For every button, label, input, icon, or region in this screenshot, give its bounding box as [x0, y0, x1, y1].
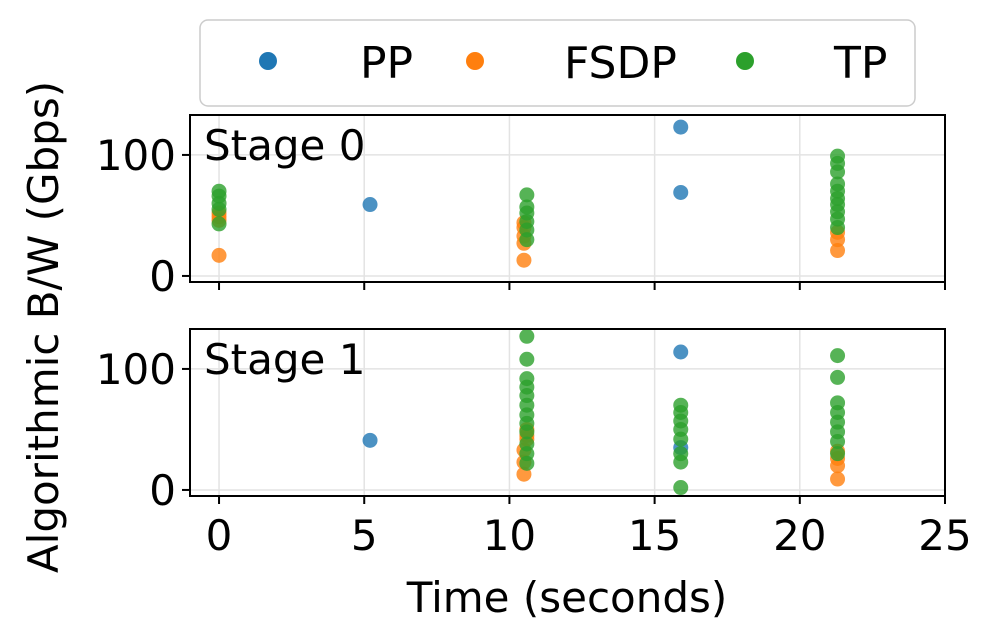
- data-point-pp: [673, 184, 689, 200]
- axes-frame-stage-1: [189, 328, 946, 497]
- data-point-tp: [673, 446, 689, 462]
- legend-marker-fsdp: [466, 52, 484, 70]
- x-tick-label: 0: [206, 511, 233, 560]
- points-stage-1: [362, 328, 846, 496]
- x-tick-label: 20: [773, 511, 826, 560]
- data-point-pp: [362, 197, 378, 213]
- legend-marker-tp: [736, 52, 754, 70]
- data-point-fsdp: [516, 252, 532, 268]
- y-axis-label: Algorithmic B/W (Gbps): [19, 81, 68, 573]
- points-stage-0: [211, 119, 846, 268]
- data-point-fsdp: [830, 243, 846, 259]
- y-tick-label: 0: [149, 466, 176, 515]
- y-tick-label: 100: [96, 131, 176, 180]
- data-point-tp: [673, 397, 689, 413]
- x-tick-label: 15: [628, 511, 681, 560]
- data-point-tp: [211, 183, 227, 199]
- panel-stage-0: Stage 0 0 100: [96, 114, 946, 301]
- x-axis-label: Time (seconds): [406, 573, 728, 622]
- ticks-stage-0: 0 100: [96, 131, 946, 301]
- data-point-tp: [519, 351, 535, 367]
- data-point-tp: [830, 369, 846, 385]
- legend-frame: [199, 19, 916, 107]
- data-point-tp: [519, 199, 535, 215]
- data-point-tp: [830, 434, 846, 450]
- x-tick-label: 10: [483, 511, 536, 560]
- data-point-tp: [830, 148, 846, 164]
- ticks-stage-1: 0 5 10 15 20 25 0 100: [96, 345, 972, 560]
- data-point-pp: [362, 432, 378, 448]
- data-point-tp: [830, 446, 846, 462]
- data-point-tp: [830, 176, 846, 192]
- data-point-tp: [830, 348, 846, 364]
- data-point-tp: [519, 328, 535, 344]
- axes-frame-stage-0: [189, 114, 946, 283]
- data-point-tp: [211, 216, 227, 232]
- panel-title-stage-0: Stage 0: [204, 121, 365, 170]
- panel-title-stage-1: Stage 1: [204, 335, 365, 384]
- y-tick-label: 0: [149, 252, 176, 301]
- legend-label-tp: TP: [833, 38, 887, 89]
- y-tick-label: 100: [96, 345, 176, 394]
- legend-marker-pp: [259, 52, 277, 70]
- data-point-tp: [519, 424, 535, 440]
- legend: PP FSDP TP: [199, 19, 916, 107]
- data-point-tp: [519, 187, 535, 203]
- data-point-fsdp: [211, 247, 227, 263]
- data-point-tp: [673, 480, 689, 496]
- legend-label-pp: PP: [360, 38, 413, 89]
- x-tick-label: 5: [351, 511, 378, 560]
- data-point-pp: [673, 119, 689, 135]
- data-point-tp: [519, 455, 535, 471]
- panel-stage-1: Stage 1 0 5 10 15 20 25 0 100: [96, 328, 972, 560]
- data-point-pp: [673, 344, 689, 360]
- legend-label-fsdp: FSDP: [564, 38, 677, 89]
- data-point-fsdp: [830, 471, 846, 487]
- x-tick-label: 25: [918, 511, 971, 560]
